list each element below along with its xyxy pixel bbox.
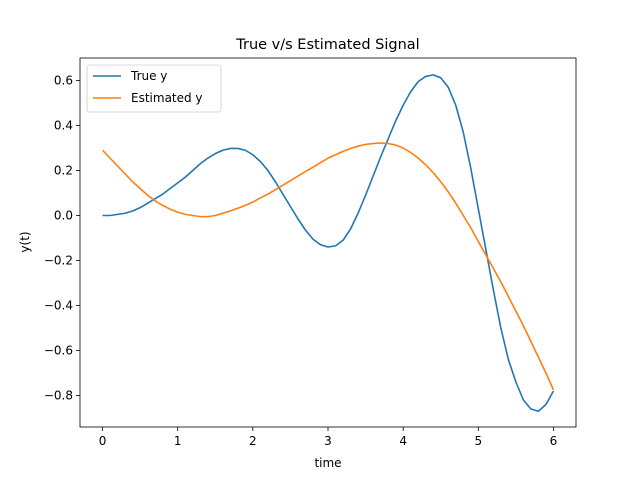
x-axis: 0 1 2 3 4 5 6 xyxy=(99,427,558,448)
y-tick-label: −0.6 xyxy=(44,344,73,358)
x-tick-label: 5 xyxy=(474,434,482,448)
x-tick-label: 4 xyxy=(399,434,407,448)
y-tick-label: 0.0 xyxy=(54,209,73,223)
y-tick-label: 0.6 xyxy=(54,74,73,88)
chart-title: True v/s Estimated Signal xyxy=(235,37,419,53)
series-line-estimated-y xyxy=(101,142,555,391)
y-tick-label: −0.8 xyxy=(44,389,73,403)
series-line-true-y xyxy=(102,74,555,413)
y-tick-label: 0.2 xyxy=(54,164,73,178)
legend-label-estimated-y: Estimated y xyxy=(131,91,203,105)
plot-area xyxy=(80,58,576,427)
series-layer xyxy=(101,74,555,413)
y-tick-label: −0.4 xyxy=(44,299,73,313)
x-axis-label: time xyxy=(314,456,341,470)
x-tick-label: 6 xyxy=(550,434,558,448)
x-tick-label: 0 xyxy=(99,434,107,448)
y-tick-label: 0.4 xyxy=(54,119,73,133)
legend-label-true-y: True y xyxy=(130,69,167,83)
x-tick-label: 3 xyxy=(324,434,332,448)
legend: True y Estimated y xyxy=(86,64,222,113)
y-axis-label: y(t) xyxy=(18,231,32,252)
y-axis: −0.8 −0.6 −0.4 −0.2 0.0 0.2 0.4 0.6 xyxy=(44,74,80,403)
x-tick-label: 1 xyxy=(174,434,182,448)
x-tick-label: 2 xyxy=(249,434,257,448)
y-tick-label: −0.2 xyxy=(44,254,73,268)
